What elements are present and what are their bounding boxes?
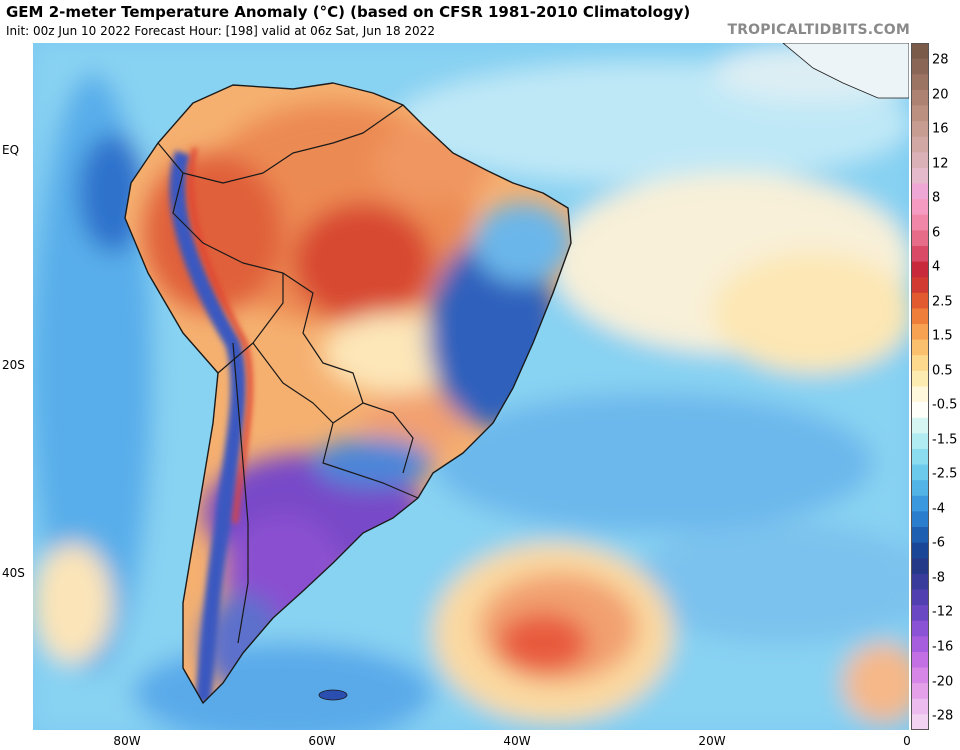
colorbar-swatch: [911, 448, 929, 466]
colorbar-label: -12: [932, 604, 954, 620]
colorbar-swatch: [911, 558, 929, 575]
colorbar-swatch: [911, 433, 929, 450]
colorbar-label: -4: [932, 501, 945, 517]
colorbar-swatch: [911, 74, 929, 91]
colorbar-swatch: [911, 105, 929, 122]
colorbar-border: [911, 43, 929, 730]
colorbar-swatch: [911, 495, 929, 513]
colorbar-label: -2.5: [932, 466, 958, 482]
colorbar-swatch: [911, 714, 929, 730]
colorbar-swatch: [911, 245, 929, 263]
colorbar-swatch: [911, 589, 929, 606]
colorbar-label: 8: [932, 190, 941, 206]
colorbar-swatch: [911, 136, 929, 153]
colorbar-label: 4: [932, 259, 941, 275]
lon-label-40w: 40W: [503, 734, 531, 748]
colorbar-swatch: [911, 277, 929, 294]
colorbar-swatch: [911, 152, 929, 169]
colorbar-swatch: [911, 308, 929, 325]
colorbar-swatch: [911, 636, 929, 653]
colorbar-swatch: [911, 480, 929, 497]
colorbar-label: -16: [932, 639, 954, 655]
colorbar: [911, 43, 929, 730]
colorbar-swatch: [911, 605, 929, 622]
colorbar-swatch: [911, 199, 929, 216]
colorbar-swatch: [911, 355, 929, 372]
falkland-islands: [318, 689, 348, 701]
colorbar-swatch: [911, 683, 929, 700]
colorbar-swatch: [911, 339, 929, 356]
colorbar-swatch: [911, 43, 929, 60]
colorbar-swatch: [911, 573, 929, 591]
colorbar-label: 0.5: [932, 363, 953, 379]
lon-label-60w: 60W: [308, 734, 336, 748]
colorbar-swatch: [911, 167, 929, 185]
colorbar-swatch: [911, 121, 929, 138]
lon-label-80w: 80W: [113, 734, 141, 748]
colorbar-swatch: [911, 324, 929, 341]
lon-label-0: 0: [903, 734, 911, 748]
colorbar-label: -0.5: [932, 397, 958, 413]
colorbar-swatch: [911, 527, 929, 544]
colorbar-label: -20: [932, 674, 954, 689]
colorbar-swatch: [911, 214, 929, 231]
colorbar-label: -8: [932, 570, 945, 586]
colorbar-label: 28: [932, 52, 949, 68]
forecast-info: Init: 00z Jun 10 2022 Forecast Hour: [19…: [6, 24, 435, 38]
colorbar-label: 1.5: [932, 328, 953, 344]
lat-label-eq: EQ: [2, 143, 20, 157]
colorbar-swatch: [911, 698, 929, 715]
colorbar-swatch: [911, 261, 929, 278]
colorbar-swatch: [911, 464, 929, 481]
temperature-anomaly-map: [33, 43, 909, 730]
country-borders: [124, 82, 572, 704]
lat-label-20s: 20S: [2, 358, 25, 372]
colorbar-swatch: [911, 402, 929, 419]
colorbar-label: -6: [932, 535, 945, 551]
map-title: GEM 2-meter Temperature Anomaly (°C) (ba…: [6, 3, 691, 21]
colorbar-label: 2.5: [932, 294, 953, 310]
colorbar-swatch: [911, 230, 929, 247]
africa-coast: [782, 43, 909, 99]
colorbar-label: 12: [932, 156, 949, 172]
colorbar-swatch: [911, 386, 929, 403]
lon-label-20w: 20W: [698, 734, 726, 748]
colorbar-swatch: [911, 58, 929, 75]
colorbar-swatch: [911, 183, 929, 200]
colorbar-label: 20: [932, 87, 949, 102]
colorbar-label: 16: [932, 121, 949, 137]
colorbar-swatch: [911, 651, 929, 669]
lat-label-40s: 40S: [2, 566, 25, 580]
colorbar-label: 6: [932, 225, 941, 241]
colorbar-swatch: [911, 667, 929, 684]
colorbar-swatch: [911, 89, 929, 107]
colorbar-label: -1.5: [932, 432, 958, 448]
colorbar-swatch: [911, 511, 929, 528]
colorbar-swatch: [911, 620, 929, 637]
colorbar-label: -28: [932, 708, 954, 724]
site-credit: TROPICALTIDBITS.COM: [727, 22, 910, 38]
colorbar-swatch: [911, 292, 929, 310]
colorbar-swatch: [911, 370, 929, 388]
colorbar-swatch: [911, 542, 929, 559]
colorbar-swatch: [911, 417, 929, 434]
